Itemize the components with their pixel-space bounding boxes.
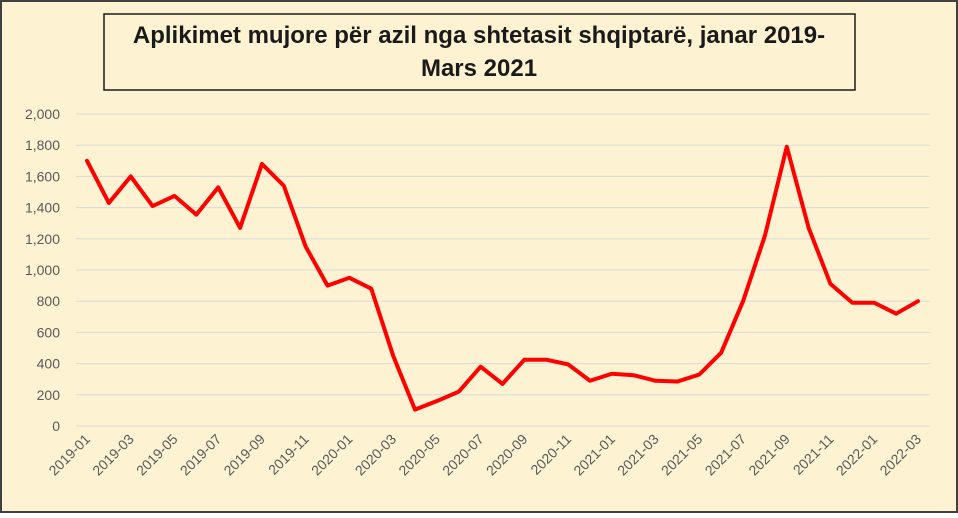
y-tick-label: 200 <box>37 387 61 403</box>
y-tick-label: 1,200 <box>25 231 60 247</box>
y-tick-label: 400 <box>37 356 61 372</box>
chart-title: Mars 2021 <box>421 55 537 82</box>
y-tick-label: 1,600 <box>25 168 60 184</box>
chart-title: Aplikimet mujore për azil nga shtetasit … <box>133 22 825 49</box>
y-tick-label: 600 <box>37 324 61 340</box>
y-tick-label: 0 <box>52 418 60 434</box>
data-line <box>85 144 920 412</box>
y-tick-label: 800 <box>37 293 61 309</box>
y-tick-label: 1,000 <box>25 262 60 278</box>
y-tick-label: 1,800 <box>25 137 60 153</box>
y-tick-label: 1,400 <box>25 200 60 216</box>
title-box <box>103 13 856 91</box>
y-tick-label: 2,000 <box>25 106 60 122</box>
